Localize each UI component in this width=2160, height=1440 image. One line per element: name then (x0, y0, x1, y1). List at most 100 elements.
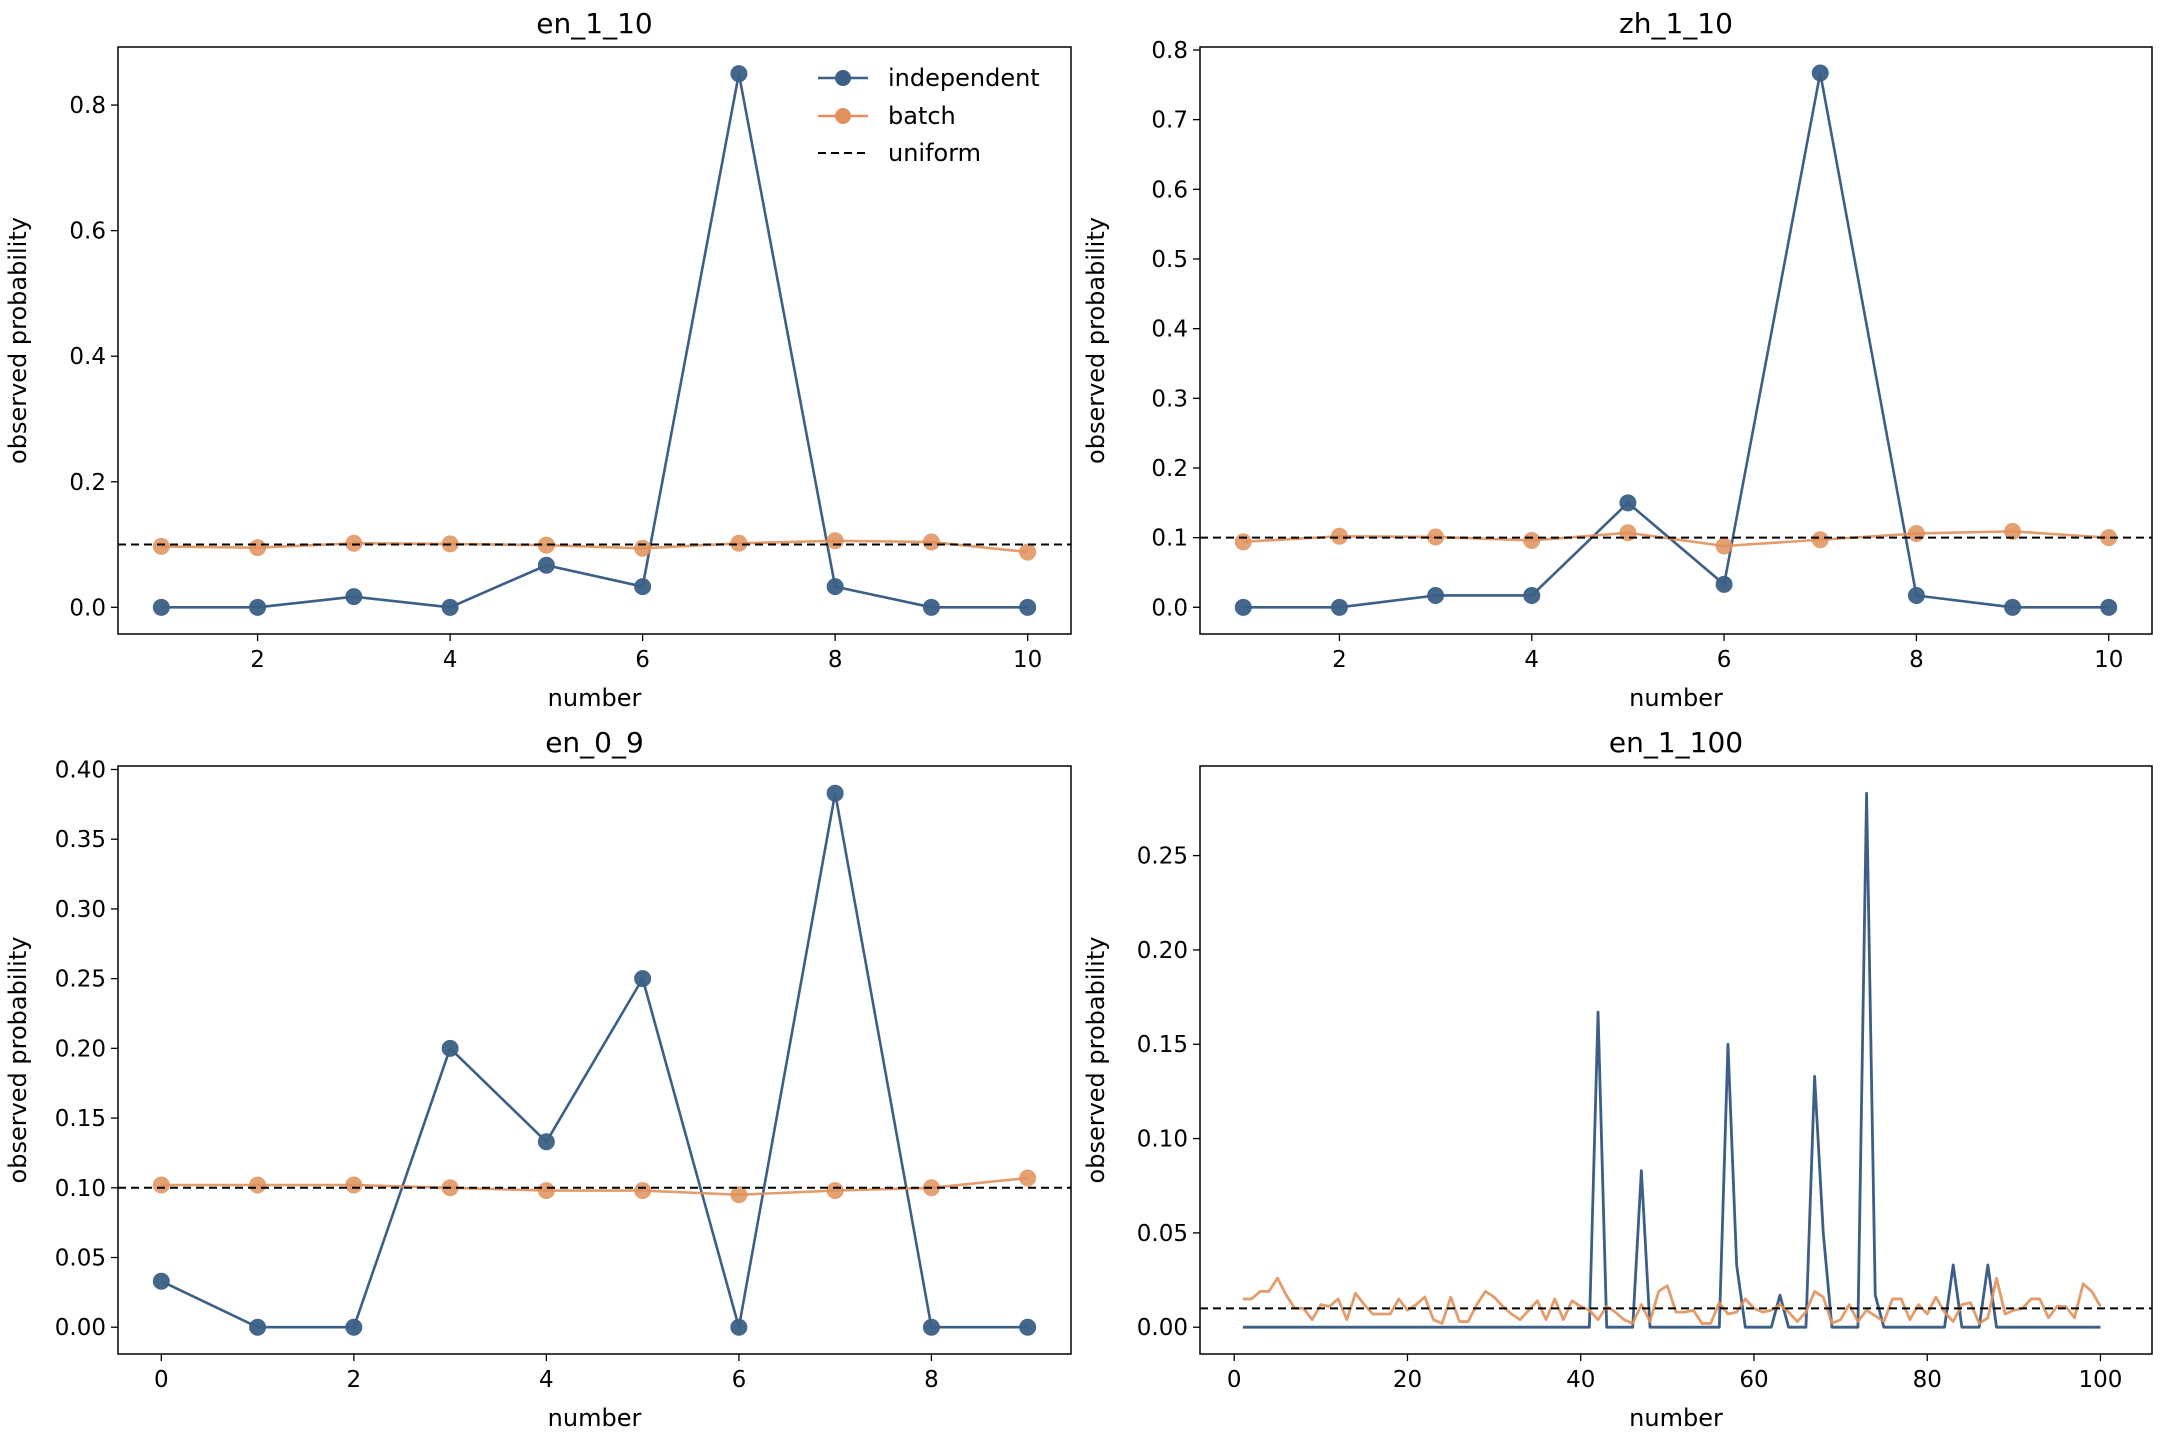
point-independent (730, 65, 748, 83)
y-tick-label: 0.6 (69, 219, 106, 245)
x-tick-label: 20 (1393, 1367, 1422, 1393)
point-batch (2004, 522, 2022, 540)
point-batch (345, 1176, 363, 1194)
y-tick-label: 0.25 (55, 967, 106, 993)
point-batch (730, 534, 748, 552)
x-axis-label: number (1629, 684, 1723, 712)
point-batch (922, 533, 940, 551)
point-independent (1427, 586, 1445, 604)
x-tick-label: 6 (1717, 647, 1732, 673)
panel-title: zh_1_10 (1619, 7, 1733, 40)
y-axis-label: observed probability (4, 217, 32, 464)
point-independent (249, 1318, 267, 1336)
point-batch (152, 537, 170, 555)
plot-area (1200, 64, 2152, 616)
point-independent (249, 598, 267, 616)
panel-title: en_0_9 (545, 726, 644, 759)
series-line-batch (161, 1176, 1028, 1197)
x-axis-label: number (1629, 1404, 1723, 1432)
point-independent (1523, 586, 1541, 604)
x-tick-label: 60 (1739, 1367, 1768, 1393)
point-independent (2100, 598, 2118, 616)
point-independent (922, 1318, 940, 1336)
point-independent (441, 1039, 459, 1057)
point-batch (826, 532, 844, 550)
point-independent (152, 598, 170, 616)
y-tick-label: 0.0 (69, 595, 106, 621)
point-batch (634, 1182, 652, 1200)
point-independent (922, 598, 940, 616)
point-independent (730, 1318, 748, 1336)
point-batch (1811, 531, 1829, 549)
point-independent (1019, 598, 1037, 616)
x-tick-label: 8 (924, 1367, 939, 1393)
legend: independent batch uniform (818, 64, 1040, 167)
y-axis-label: observed probability (4, 937, 32, 1184)
point-batch (537, 1182, 555, 1200)
y-tick-label: 0.05 (1137, 1221, 1188, 1247)
legend-label-batch: batch (888, 102, 956, 130)
point-independent (634, 578, 652, 596)
y-tick-label: 0.20 (1137, 938, 1188, 964)
point-independent (826, 784, 844, 802)
point-batch (1330, 527, 1348, 545)
x-tick-label: 0 (154, 1367, 169, 1393)
y-tick-label: 0.2 (69, 470, 106, 496)
x-tick-label: 6 (732, 1367, 747, 1393)
y-tick-label: 0.10 (55, 1176, 106, 1202)
point-batch (249, 539, 267, 557)
y-tick-label: 0.0 (1151, 595, 1188, 621)
y-tick-label: 0.30 (55, 897, 106, 923)
x-tick-label: 4 (539, 1367, 554, 1393)
point-batch (1523, 531, 1541, 549)
point-batch (249, 1176, 267, 1194)
point-independent (1619, 494, 1637, 512)
x-tick-label: 0 (1227, 1367, 1242, 1393)
x-tick-label: 4 (443, 647, 458, 673)
series-line-independent (1243, 71, 2109, 609)
series-line-independent (161, 72, 1028, 609)
y-tick-label: 0.8 (69, 93, 106, 119)
legend-label-independent: independent (888, 64, 1040, 92)
point-independent (1715, 575, 1733, 593)
x-tick-label: 2 (250, 647, 265, 673)
y-tick-label: 0.15 (55, 1106, 106, 1132)
x-tick-label: 2 (1332, 647, 1347, 673)
x-tick-label: 80 (1913, 1367, 1942, 1393)
series-line-batch (1242, 1276, 2102, 1325)
y-tick-label: 0.7 (1151, 108, 1188, 134)
y-tick-label: 0.15 (1137, 1032, 1188, 1058)
x-tick-label: 40 (1566, 1367, 1595, 1393)
y-tick-label: 0.25 (1137, 844, 1188, 870)
point-batch (826, 1182, 844, 1200)
x-tick-label: 8 (828, 647, 843, 673)
point-independent (1811, 64, 1829, 82)
y-tick-label: 0.4 (1151, 317, 1188, 343)
panel-title: en_1_10 (536, 7, 652, 40)
point-independent (2004, 598, 2022, 616)
x-tick-label: 10 (1013, 647, 1042, 673)
point-independent (1234, 598, 1252, 616)
y-tick-label: 0.00 (1137, 1315, 1188, 1341)
axes-frame (117, 46, 1072, 635)
point-independent (634, 970, 652, 988)
y-tick-label: 0.40 (55, 757, 106, 783)
point-independent (1907, 586, 1925, 604)
y-tick-label: 0.20 (55, 1036, 106, 1062)
x-tick-label: 10 (2094, 647, 2123, 673)
point-batch (730, 1186, 748, 1204)
y-tick-label: 0.10 (1137, 1127, 1188, 1153)
y-axis-label: observed probability (1082, 937, 1110, 1184)
plot-area (118, 784, 1071, 1336)
point-batch (634, 539, 652, 557)
y-tick-label: 0.6 (1151, 177, 1188, 203)
y-axis-label: observed probability (1082, 217, 1110, 464)
point-batch (1019, 1169, 1037, 1187)
point-batch (152, 1176, 170, 1194)
y-tick-label: 0.35 (55, 827, 106, 853)
point-independent (441, 598, 459, 616)
point-independent (826, 578, 844, 596)
